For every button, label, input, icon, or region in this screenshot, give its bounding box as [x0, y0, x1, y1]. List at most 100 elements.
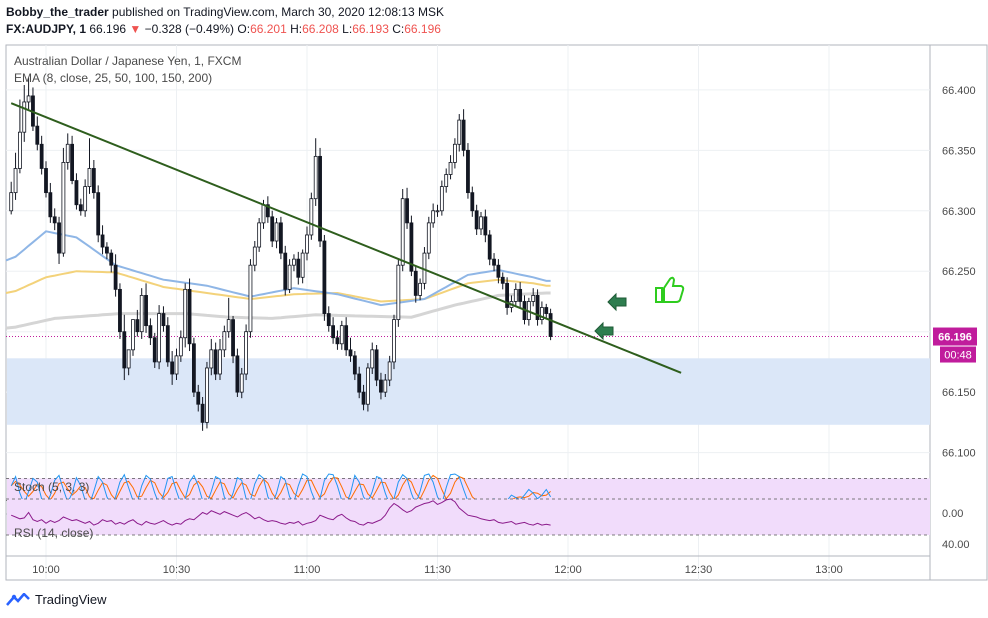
candle-body	[91, 168, 96, 194]
candle-body	[548, 313, 553, 337]
candle-body	[479, 216, 483, 230]
ema-slow-line	[5, 291, 551, 330]
price-tick-label: 66.100	[942, 448, 976, 460]
candle-body	[300, 252, 305, 278]
time-tick-label: 10:30	[163, 564, 191, 576]
candle-body	[100, 234, 105, 248]
candle-body	[396, 264, 401, 320]
candle-body	[139, 295, 144, 333]
candle-body	[70, 143, 74, 181]
countdown-tag-text: 00:48	[944, 350, 972, 362]
low-value: 66.193	[352, 22, 389, 36]
candle-body	[383, 379, 388, 393]
candle-body	[105, 246, 109, 254]
thumbs-up-cuff	[655, 287, 663, 303]
candle-body	[261, 204, 266, 224]
time-tick-label: 10:00	[32, 564, 60, 576]
candle-body	[183, 288, 188, 339]
price-tick-label: 66.300	[942, 206, 976, 218]
candle-body	[392, 319, 396, 363]
candle-body	[144, 295, 148, 327]
high-label: H:	[290, 22, 303, 36]
candle-body	[248, 264, 253, 333]
candle-body	[370, 349, 375, 369]
candle-body	[209, 349, 214, 369]
candle-body	[96, 192, 101, 236]
candle-body	[457, 119, 462, 145]
stoch-tick-label: 0.00	[942, 508, 963, 520]
candle-body	[252, 246, 257, 266]
candle-body	[500, 276, 505, 284]
candle-body	[22, 101, 27, 133]
candle-body	[331, 325, 336, 339]
candle-body	[126, 349, 131, 369]
candle-body	[409, 222, 414, 272]
candle-body	[461, 119, 466, 151]
tradingview-brand[interactable]: TradingView	[6, 592, 107, 607]
candle-body	[531, 295, 536, 302]
thumbs-up-icon	[655, 276, 685, 303]
candle-body	[426, 222, 431, 254]
price-tick-label: 66.250	[942, 266, 976, 278]
candle-body	[48, 192, 53, 218]
change-value: −0.328 (−0.49%)	[144, 22, 235, 36]
time-tick-label: 11:00	[294, 564, 321, 576]
candle-body	[339, 325, 344, 345]
candle-body	[244, 331, 249, 375]
candle-body	[239, 373, 244, 393]
candle-body	[83, 186, 88, 212]
candle-body	[287, 264, 292, 290]
last-price-tag-text: 66.196	[938, 332, 972, 344]
candle-body	[9, 192, 14, 212]
high-value: 66.208	[302, 22, 339, 36]
author-name[interactable]: Bobby_the_trader	[6, 5, 109, 19]
candle-body	[122, 331, 127, 369]
candle-body	[174, 355, 179, 375]
candle-body	[535, 295, 540, 320]
candle-body	[496, 264, 501, 278]
rsi-tick-label: 40.00	[942, 539, 970, 551]
candle-body	[178, 337, 183, 357]
candle-body	[135, 319, 140, 333]
candle-body	[191, 343, 196, 393]
support-zone	[7, 358, 930, 425]
candle-body	[540, 307, 544, 320]
chart-header: Bobby_the_trader published on TradingVie…	[6, 4, 444, 38]
candle-body	[205, 367, 209, 423]
stoch-k-line	[10, 473, 552, 507]
price-tick-label: 66.400	[942, 85, 976, 97]
candle-body	[200, 403, 205, 423]
published-text: published on TradingView.com, March 30, …	[112, 5, 445, 19]
trendline	[10, 102, 682, 374]
candle-body	[544, 307, 549, 314]
candle-body	[113, 264, 118, 290]
candle-body	[405, 198, 409, 224]
candle-body	[157, 313, 162, 363]
candle-body	[265, 204, 270, 218]
candle-body	[296, 258, 301, 278]
time-tick-label: 13:00	[815, 564, 843, 576]
open-value: 66.201	[250, 22, 287, 36]
low-label: L:	[342, 22, 353, 36]
candle-body	[161, 313, 166, 327]
candle-body	[309, 198, 314, 236]
candle-body	[518, 288, 523, 302]
candle-body	[318, 155, 322, 242]
last-price-tag	[933, 327, 977, 346]
candle-body	[418, 282, 423, 296]
candle-body	[492, 258, 496, 266]
left-arrow-icon	[607, 292, 627, 312]
candle-body	[466, 149, 470, 194]
candle-body	[365, 367, 370, 405]
ema-mid-line	[5, 270, 551, 303]
candle-body	[109, 252, 114, 266]
tradingview-logo-icon	[6, 592, 30, 606]
last-price: 66.196	[89, 22, 127, 36]
candle-body	[235, 355, 240, 393]
close-value: 66.196	[404, 22, 441, 36]
left-arrow-icon	[594, 321, 614, 341]
rsi-legend: RSI (14, close)	[14, 526, 93, 540]
candle-body	[187, 288, 192, 345]
candle-body	[35, 125, 40, 145]
